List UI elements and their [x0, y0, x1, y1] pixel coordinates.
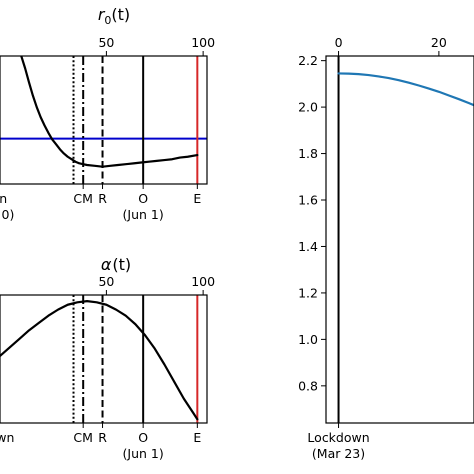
axes-frame	[325, 55, 474, 424]
top-tick-label: 20	[431, 35, 447, 50]
partial-edge-label: wn	[0, 430, 14, 445]
series-line-0	[337, 72, 474, 107]
event-label: O	[138, 191, 148, 206]
y-tick-label: 1.6	[298, 193, 318, 208]
event-label: CM	[73, 191, 93, 206]
top-tick-label: 0	[335, 35, 343, 50]
event-label: Lockdown	[307, 430, 369, 445]
r0-panel: r0(t) 50 100 CM R O(Jun 1) En0)	[0, 5, 215, 222]
alpha-panel: α(t) 50 100 CM R O(Jun 1) Ewn	[0, 255, 215, 461]
plot-area	[337, 56, 474, 423]
series-line-0	[0, 300, 199, 421]
y-tick-label: 2.0	[298, 100, 318, 115]
event-label: CM	[73, 430, 93, 445]
series-line-0	[20, 56, 199, 168]
y-tick-label: 1.0	[298, 332, 318, 347]
y-tick-label: 1.2	[298, 285, 318, 300]
event-label: R	[98, 191, 107, 206]
r0-title: r0(t)	[98, 5, 130, 27]
top-tick-label: 100	[191, 274, 215, 289]
top-tick-label: 50	[98, 35, 114, 50]
partial-edge-label: n	[0, 191, 7, 206]
axes-frame	[0, 294, 208, 424]
axes-frame	[0, 55, 208, 185]
partial-edge-label: 0)	[2, 207, 15, 222]
top-tick-label: 100	[191, 35, 215, 50]
right-panel: 0 20 2.2 2.0 1.8 1.6 1.4 1.2 1.0 0.8 Lockdown(Mar …	[298, 35, 474, 461]
event-label-date: (Jun 1)	[123, 207, 164, 222]
event-label: E	[193, 191, 201, 206]
event-label-date: (Mar 23)	[312, 446, 365, 461]
event-label-date: (Jun 1)	[123, 446, 164, 461]
y-tick-label: 2.2	[298, 53, 318, 68]
y-tick-label: 0.8	[298, 378, 318, 393]
event-label: O	[138, 430, 148, 445]
event-label: E	[193, 430, 201, 445]
alpha-title: α(t)	[101, 255, 131, 274]
plot-area	[0, 56, 207, 184]
plot-area	[0, 295, 199, 423]
event-label: R	[98, 430, 107, 445]
y-tick-label: 1.8	[298, 146, 318, 161]
y-tick-label: 1.4	[298, 239, 318, 254]
top-tick-label: 50	[98, 274, 114, 289]
